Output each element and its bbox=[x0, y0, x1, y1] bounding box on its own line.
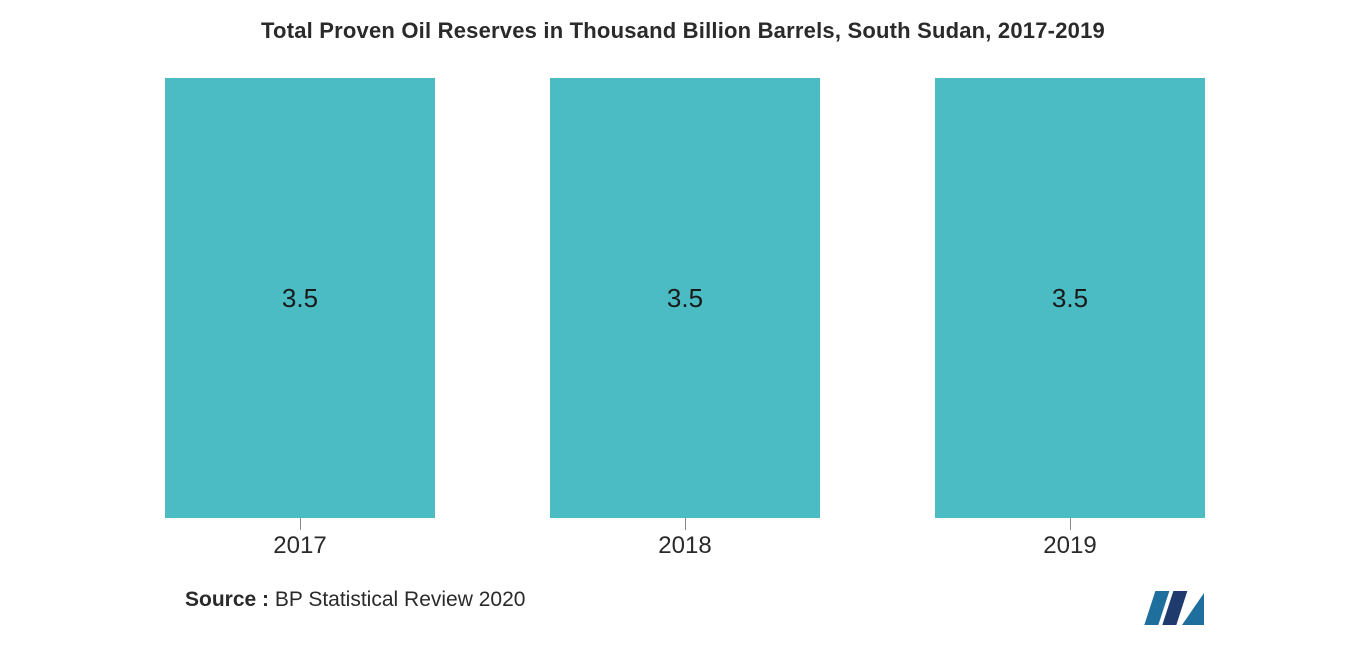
bar-2018: 3.5 bbox=[550, 78, 820, 518]
bar-value-2017: 3.5 bbox=[282, 283, 318, 314]
tick-2019 bbox=[1070, 518, 1071, 530]
x-label-2018: 2018 bbox=[550, 532, 820, 560]
bar-2019: 3.5 bbox=[935, 78, 1205, 518]
bar-group-2017: 3.5 bbox=[165, 78, 435, 518]
bar-value-2019: 3.5 bbox=[1052, 283, 1088, 314]
chart-title: Total Proven Oil Reserves in Thousand Bi… bbox=[0, 0, 1366, 44]
bar-value-2018: 3.5 bbox=[667, 283, 703, 314]
x-label-2019: 2019 bbox=[935, 532, 1205, 560]
x-label-2017: 2017 bbox=[165, 532, 435, 560]
tick-2018 bbox=[685, 518, 686, 530]
source-text: BP Statistical Review 2020 bbox=[275, 588, 526, 611]
plot-area: 3.5 3.5 3.5 bbox=[165, 78, 1205, 518]
source-label: Source : bbox=[185, 588, 275, 611]
bar-2017: 3.5 bbox=[165, 78, 435, 518]
bar-group-2019: 3.5 bbox=[935, 78, 1205, 518]
bar-group-2018: 3.5 bbox=[550, 78, 820, 518]
mordor-logo-icon bbox=[1142, 589, 1204, 627]
x-axis-labels: 2017 2018 2019 bbox=[165, 532, 1205, 560]
tick-2017 bbox=[300, 518, 301, 530]
source-row: Source : BP Statistical Review 2020 bbox=[185, 588, 525, 612]
